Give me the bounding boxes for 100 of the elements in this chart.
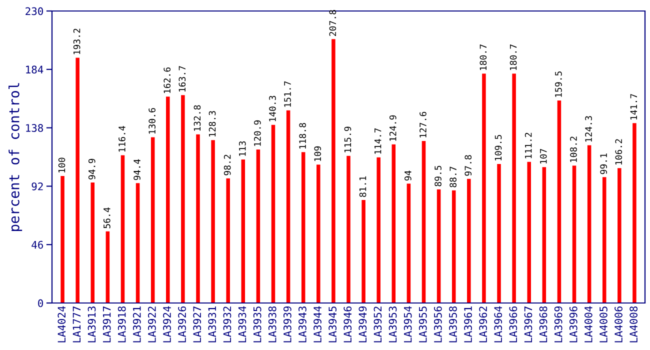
x-tick-label: LA3949 xyxy=(358,306,367,342)
data-label: 162.6 xyxy=(164,67,171,93)
data-label: 94.4 xyxy=(134,159,140,180)
bar xyxy=(256,150,260,303)
data-label: 132.8 xyxy=(194,105,201,131)
data-label: 118.8 xyxy=(299,123,306,149)
x-tick-label: LA3932 xyxy=(223,306,232,342)
bar xyxy=(602,177,606,303)
x-tick-label: LA3955 xyxy=(418,306,427,342)
x-tick-label: LA3913 xyxy=(88,306,96,342)
x-tick-label: LA3917 xyxy=(102,306,111,342)
data-label: 115.9 xyxy=(344,126,352,152)
bar xyxy=(150,137,155,303)
data-label: 116.4 xyxy=(118,126,126,152)
bar xyxy=(376,157,380,303)
bar xyxy=(542,167,546,303)
x-tick-label: LA3958 xyxy=(449,306,457,342)
data-label: 106.2 xyxy=(615,139,622,165)
x-tick-label: LA3962 xyxy=(479,306,488,342)
bar xyxy=(557,100,562,303)
bar xyxy=(286,110,290,303)
x-tick-label: LA3969 xyxy=(554,306,562,342)
data-label: 180.7 xyxy=(510,44,517,70)
x-tick-label: LA3922 xyxy=(148,306,156,342)
data-label: 111.2 xyxy=(524,132,532,158)
x-tick-label: LA3926 xyxy=(178,306,186,342)
bar xyxy=(392,144,396,303)
y-tick-label: 46 xyxy=(32,240,43,249)
bar xyxy=(422,141,426,303)
data-label: 97.8 xyxy=(464,155,472,176)
data-label: 207.8 xyxy=(329,10,336,36)
data-label: 94 xyxy=(404,170,412,181)
bar xyxy=(467,178,471,303)
bar xyxy=(60,176,64,303)
x-tick-label: LA3927 xyxy=(193,306,202,342)
bar xyxy=(362,200,366,303)
bar xyxy=(436,189,441,303)
data-label: 98.2 xyxy=(224,154,231,176)
bar xyxy=(166,96,170,303)
data-label: 108.2 xyxy=(570,136,577,162)
x-tick-label: LA3956 xyxy=(434,306,442,342)
bar xyxy=(271,124,276,303)
bar xyxy=(196,134,200,303)
data-label: 113 xyxy=(238,141,246,156)
x-tick-label: LA3939 xyxy=(283,306,292,342)
data-label: 114.7 xyxy=(374,128,382,154)
data-label: 89.5 xyxy=(434,166,442,186)
bar xyxy=(301,152,306,303)
data-label: 180.7 xyxy=(480,44,487,70)
x-tick-label: LA3966 xyxy=(509,306,518,342)
bar xyxy=(136,183,140,303)
x-tick-label: LA3945 xyxy=(328,306,336,342)
bar xyxy=(482,74,486,303)
x-tick-label: LA3921 xyxy=(132,306,141,342)
data-label: 159.5 xyxy=(555,72,562,97)
y-tick-label: 138 xyxy=(26,124,43,132)
bar xyxy=(76,58,80,303)
bar xyxy=(632,123,636,303)
data-label: 109 xyxy=(314,146,322,161)
bar xyxy=(120,155,125,303)
bar xyxy=(512,74,516,303)
data-label: 151.7 xyxy=(284,81,291,107)
y-tick-label: 184 xyxy=(26,66,44,74)
x-tick-label: LA3924 xyxy=(163,306,171,342)
x-tick-label: LA1777 xyxy=(72,306,80,342)
x-tick-label: LA3953 xyxy=(388,306,397,342)
x-tick-label: LA3952 xyxy=(374,306,382,342)
data-label: 124.9 xyxy=(389,115,396,141)
x-tick-label: LA3918 xyxy=(118,306,126,342)
bar xyxy=(572,166,576,303)
bar xyxy=(241,160,246,303)
x-tick-label: LA4004 xyxy=(584,306,592,342)
x-tick-label: LA3931 xyxy=(208,306,216,342)
bar xyxy=(181,95,185,303)
data-label: 120.9 xyxy=(254,120,261,146)
x-tick-label: LA3943 xyxy=(298,306,306,342)
bar xyxy=(226,178,230,303)
x-tick-label: LA4006 xyxy=(614,306,622,342)
bar xyxy=(618,168,622,303)
bar xyxy=(527,162,531,303)
data-label: 130.6 xyxy=(148,108,156,134)
x-tick-label: LA3964 xyxy=(494,306,502,342)
data-label: 141.7 xyxy=(630,94,637,120)
data-label: 127.6 xyxy=(420,112,426,138)
bar xyxy=(106,231,110,303)
x-tick-label: LA3935 xyxy=(253,306,262,342)
data-label: 163.7 xyxy=(178,66,186,92)
x-tick-label: LA3996 xyxy=(569,306,578,342)
x-tick-label: LA4008 xyxy=(630,306,638,342)
x-tick-label: LA3938 xyxy=(268,306,276,342)
x-tick-label: LA3967 xyxy=(524,306,532,342)
x-tick-label: LA3934 xyxy=(238,306,246,342)
data-label: 124.3 xyxy=(585,116,592,142)
data-label: 128.3 xyxy=(208,111,216,136)
bar xyxy=(587,145,592,303)
y-tick-label: 0 xyxy=(38,299,43,308)
data-label: 56.4 xyxy=(104,208,110,228)
data-label: 81.1 xyxy=(359,176,366,197)
x-tick-label: LA3944 xyxy=(314,306,322,342)
bar xyxy=(90,182,95,303)
